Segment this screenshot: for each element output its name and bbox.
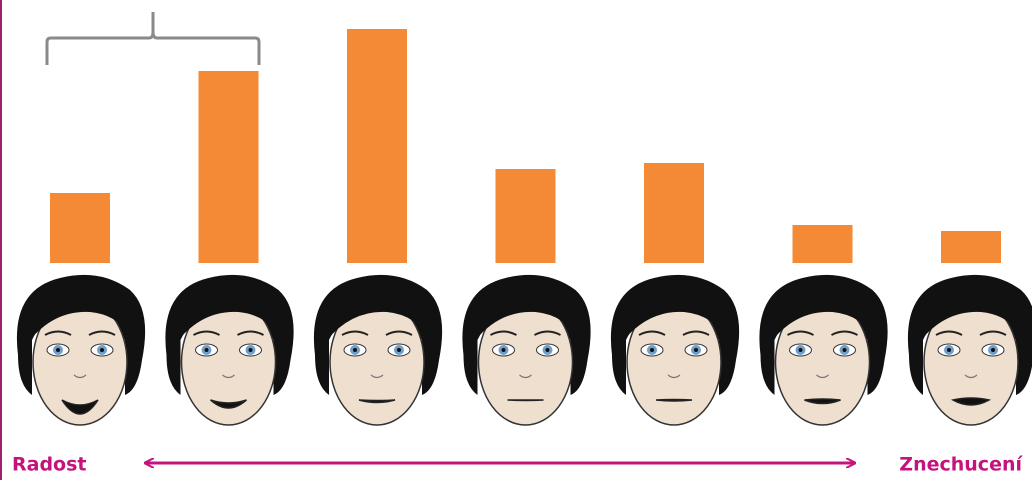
face <box>462 274 591 426</box>
x-label-right: Znechucení <box>899 454 1023 476</box>
bracket <box>45 12 261 65</box>
nose <box>519 374 532 379</box>
nose <box>73 374 87 379</box>
pupil <box>650 348 654 352</box>
brow <box>534 330 561 336</box>
bar <box>644 163 704 263</box>
mouth <box>804 398 841 405</box>
pupil <box>842 348 847 352</box>
pupil <box>798 348 803 352</box>
mouth <box>61 399 99 415</box>
pupil <box>694 348 698 352</box>
face <box>610 274 740 426</box>
face <box>908 274 1032 426</box>
nose <box>964 374 978 379</box>
pupil <box>353 348 357 352</box>
brow <box>490 330 517 336</box>
brow <box>831 330 858 336</box>
brow <box>193 330 220 336</box>
fringe <box>624 294 726 340</box>
pupil <box>248 348 253 352</box>
fringe <box>178 294 281 340</box>
brow <box>237 330 264 336</box>
face <box>759 274 888 426</box>
pupil <box>545 348 550 352</box>
mouth <box>655 398 693 402</box>
left-border <box>0 0 2 480</box>
x-label-left: Radost <box>12 454 87 476</box>
brow <box>385 330 413 336</box>
brow <box>638 330 666 336</box>
brow <box>787 330 814 336</box>
fringe <box>327 294 429 340</box>
brow <box>682 330 710 336</box>
bar <box>50 193 110 263</box>
pupil <box>947 348 951 352</box>
brow <box>935 330 963 336</box>
fringe <box>772 294 875 340</box>
pupil <box>204 348 209 352</box>
fringe <box>475 294 578 340</box>
brow <box>88 330 116 336</box>
bar <box>495 169 556 263</box>
fringe <box>30 294 132 340</box>
bar <box>941 231 1001 263</box>
nose <box>816 374 829 379</box>
mouth <box>358 399 396 404</box>
mouth <box>950 397 992 406</box>
bar <box>792 225 853 263</box>
mouth <box>210 399 247 409</box>
nose <box>370 374 384 379</box>
brow <box>979 330 1007 336</box>
pupil <box>100 348 104 352</box>
mouth <box>507 399 544 402</box>
brow <box>44 330 72 336</box>
pupil <box>397 348 401 352</box>
nose <box>667 374 681 379</box>
fringe <box>921 294 1023 340</box>
faces <box>16 274 1032 426</box>
face <box>16 274 146 426</box>
bar <box>198 71 259 263</box>
pupil <box>991 348 995 352</box>
face <box>165 274 294 426</box>
pupil <box>56 348 60 352</box>
pupil <box>501 348 506 352</box>
face <box>313 274 443 426</box>
bar <box>347 29 407 263</box>
nose <box>222 374 235 379</box>
brow <box>341 330 369 336</box>
